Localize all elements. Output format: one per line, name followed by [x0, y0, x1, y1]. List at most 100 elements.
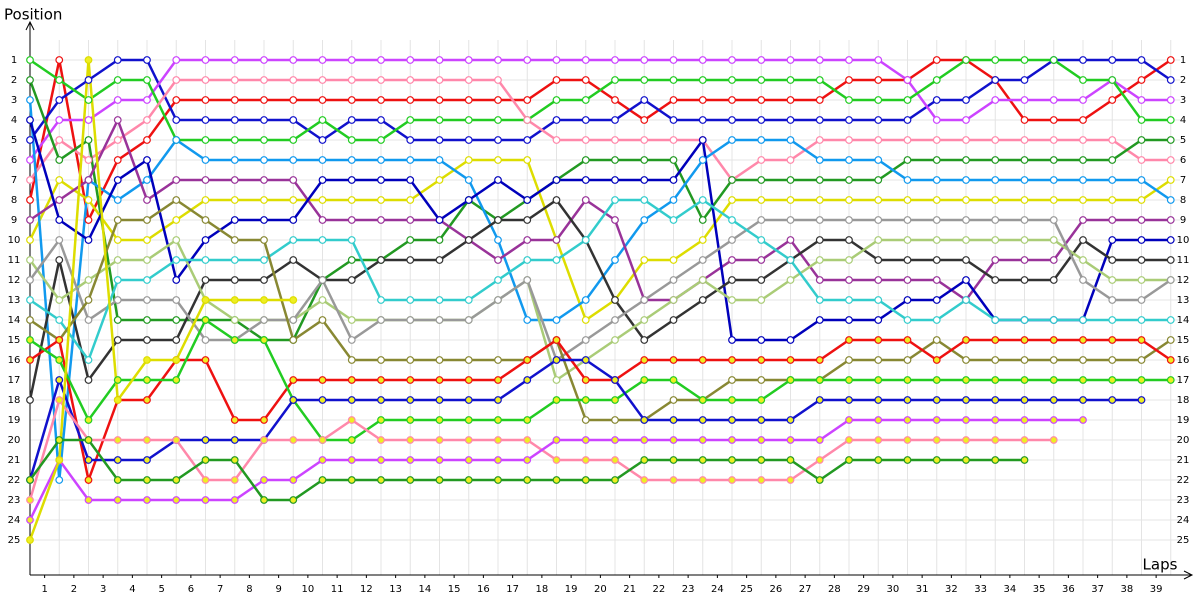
point — [377, 376, 385, 384]
point — [874, 256, 883, 264]
point — [669, 96, 678, 104]
point — [1079, 56, 1087, 64]
point — [347, 236, 356, 244]
point — [55, 376, 64, 384]
y-tick-label: 16 — [8, 355, 21, 366]
point — [815, 256, 824, 264]
point — [1079, 216, 1087, 224]
x-tick-label: 25 — [740, 584, 753, 595]
point — [698, 116, 707, 124]
x-tick-label: 39 — [1150, 584, 1163, 595]
point — [435, 116, 444, 124]
y-tick-label: 6 — [11, 155, 17, 166]
y-tick-label: 25 — [1177, 535, 1190, 546]
point — [1108, 176, 1117, 184]
point — [1166, 196, 1175, 204]
point — [230, 196, 239, 204]
y-tick-label: 18 — [8, 395, 21, 406]
point — [1108, 76, 1117, 84]
point — [464, 176, 473, 184]
point — [757, 256, 766, 264]
point — [581, 376, 590, 384]
point — [728, 76, 736, 84]
point — [669, 296, 678, 304]
point — [640, 176, 649, 184]
point — [84, 276, 93, 284]
point — [962, 436, 970, 444]
y-tick-label: 19 — [1177, 415, 1190, 426]
y-tick-label: 5 — [1180, 135, 1186, 146]
point — [991, 196, 1000, 204]
point — [874, 156, 883, 164]
point — [26, 396, 34, 404]
point — [991, 76, 1000, 84]
point — [289, 176, 298, 184]
point — [55, 316, 64, 324]
point — [464, 376, 473, 384]
point — [230, 56, 239, 64]
point — [172, 216, 181, 224]
point — [1079, 136, 1087, 144]
point — [377, 156, 385, 164]
point — [172, 356, 181, 364]
y-tick-label: 22 — [1177, 475, 1190, 486]
point — [903, 256, 912, 264]
point — [728, 396, 736, 404]
point — [611, 56, 619, 64]
point — [903, 396, 912, 404]
point — [377, 476, 385, 484]
y-tick-label: 3 — [11, 95, 17, 106]
point — [201, 76, 210, 84]
point — [260, 316, 268, 324]
point — [874, 376, 883, 384]
point — [435, 316, 444, 324]
point — [611, 396, 619, 404]
point — [581, 336, 590, 344]
point — [464, 236, 473, 244]
point — [1079, 236, 1087, 244]
point — [201, 456, 210, 464]
point — [435, 436, 444, 444]
point — [874, 96, 883, 104]
point — [903, 176, 912, 184]
point — [874, 356, 883, 364]
point — [1108, 256, 1117, 264]
point — [581, 436, 590, 444]
point — [611, 336, 619, 344]
point — [757, 416, 766, 424]
point — [230, 216, 239, 224]
x-tick-label: 21 — [623, 584, 636, 595]
y-tick-label: 25 — [8, 535, 21, 546]
point — [347, 116, 356, 124]
point — [552, 56, 561, 64]
point — [1166, 276, 1175, 284]
point — [523, 96, 532, 104]
x-tick-label: 36 — [1062, 584, 1075, 595]
point — [1020, 316, 1029, 324]
point — [201, 496, 210, 504]
point — [289, 196, 298, 204]
point — [903, 276, 912, 284]
point — [932, 216, 941, 224]
point — [815, 216, 824, 224]
point — [903, 456, 912, 464]
point — [494, 136, 502, 144]
point — [377, 396, 385, 404]
x-tick-label: 19 — [565, 584, 578, 595]
point — [143, 216, 151, 224]
point — [201, 176, 210, 184]
point — [903, 356, 912, 364]
point — [113, 456, 122, 464]
point — [1137, 96, 1146, 104]
point — [230, 456, 239, 464]
x-tick-label: 7 — [217, 584, 223, 595]
point — [1108, 56, 1117, 64]
point — [786, 456, 795, 464]
point — [347, 216, 356, 224]
point — [230, 276, 239, 284]
point — [464, 356, 473, 364]
point — [1079, 396, 1087, 404]
point — [786, 356, 795, 364]
point — [903, 376, 912, 384]
point — [786, 436, 795, 444]
